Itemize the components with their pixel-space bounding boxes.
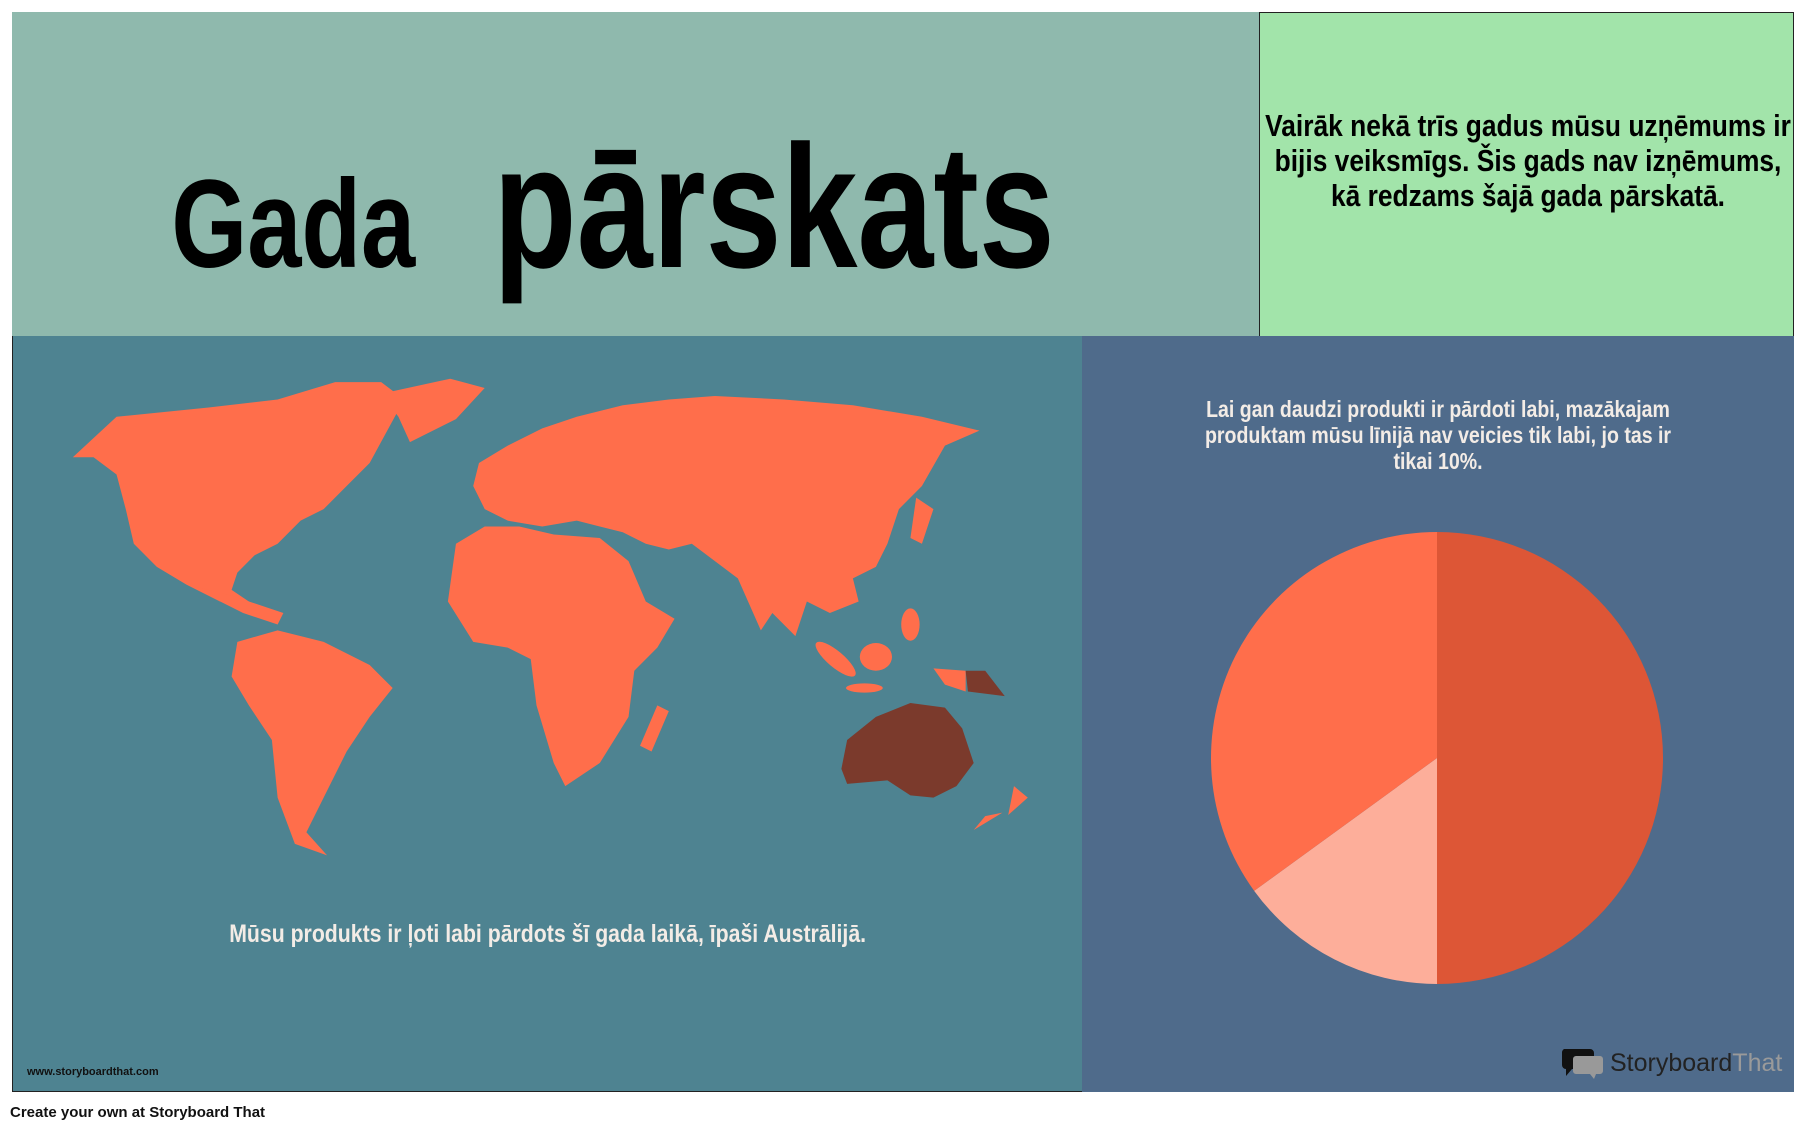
pie-slice-2 bbox=[1211, 532, 1437, 891]
new-guinea-east bbox=[965, 670, 1005, 697]
pie-panel: Lai gan daudzi produkti ir pārdoti labi,… bbox=[1082, 336, 1794, 1092]
new-zealand bbox=[973, 786, 1028, 830]
eurasia bbox=[473, 396, 980, 637]
intro-box: Vairāk nekā trīs gadus mūsu uzņēmums ir … bbox=[1259, 12, 1794, 336]
map-caption: Mūsu produkts ir ļoti labi pārdots šī ga… bbox=[229, 920, 867, 948]
madagascar bbox=[640, 705, 669, 752]
africa bbox=[447, 526, 675, 787]
pie-slice-0 bbox=[1437, 532, 1663, 984]
storyboardthat-logo[interactable]: StoryboardThat bbox=[1562, 1047, 1782, 1079]
pie-chart bbox=[1211, 532, 1663, 984]
world-map bbox=[72, 378, 1028, 856]
speech-bubble-icon bbox=[1562, 1049, 1603, 1079]
title-banner: Gada pārskats bbox=[12, 12, 1259, 336]
north-america bbox=[72, 382, 405, 602]
south-america bbox=[231, 630, 393, 856]
central-america bbox=[185, 584, 284, 625]
watermark: www.storyboardthat.com bbox=[27, 1066, 159, 1078]
greenland bbox=[381, 378, 485, 443]
pie-slice-1 bbox=[1254, 758, 1437, 984]
footer-link[interactable]: Create your own at Storyboard That bbox=[10, 1104, 266, 1121]
new-guinea-west bbox=[933, 668, 966, 692]
page-title: Gada pārskats bbox=[171, 110, 1055, 305]
japan bbox=[910, 497, 934, 544]
intro-text: Vairāk nekā trīs gadus mūsu uzņēmums ir … bbox=[1265, 108, 1791, 213]
map-panel: Mūsu produkts ir ļoti labi pārdots šī ga… bbox=[12, 336, 1082, 1092]
australia-highlight bbox=[841, 703, 974, 798]
pie-description: Lai gan daudzi produkti ir pārdoti labi,… bbox=[1204, 396, 1672, 474]
